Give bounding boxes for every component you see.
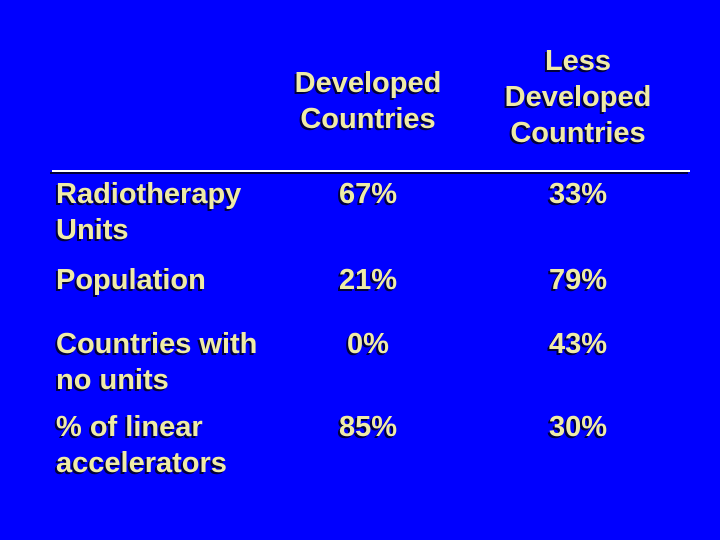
- cell-less-developed-value: 30%: [548, 411, 608, 443]
- cell-developed-value: 67%: [338, 178, 398, 210]
- cell-developed-value: 85%: [338, 411, 398, 443]
- column-header-developed: Developed Countries: [283, 65, 453, 137]
- row-label-line: Units: [56, 214, 129, 246]
- row-label: % of linear accelerators: [56, 409, 306, 481]
- row-label: Countries with no units: [56, 326, 306, 398]
- header-divider-line: [52, 170, 690, 172]
- column-header-less-developed: Less Developed Countries: [493, 43, 663, 151]
- row-label-line: Countries with: [56, 328, 258, 360]
- row-label-line: Radiotherapy: [56, 178, 242, 210]
- row-label-line: no units: [56, 364, 169, 396]
- cell-developed-value: 0%: [347, 328, 389, 360]
- row-label: Radiotherapy Units: [56, 176, 306, 248]
- column-header-line: Countries: [300, 103, 436, 135]
- row-label-line: Population: [56, 264, 206, 296]
- cell-less-developed-value: 43%: [548, 328, 608, 360]
- row-label-line: % of linear: [56, 411, 203, 443]
- cell-developed-value: 21%: [338, 264, 398, 296]
- cell-less-developed-value: 33%: [548, 178, 608, 210]
- column-header-line: Developed: [504, 81, 652, 113]
- column-header-line: Countries: [510, 117, 646, 149]
- cell-less-developed-value: 79%: [548, 264, 608, 296]
- row-label: Population: [56, 262, 306, 298]
- column-header-line: Developed: [294, 67, 442, 99]
- row-label-line: accelerators: [56, 447, 227, 479]
- column-header-line: Less: [544, 45, 612, 77]
